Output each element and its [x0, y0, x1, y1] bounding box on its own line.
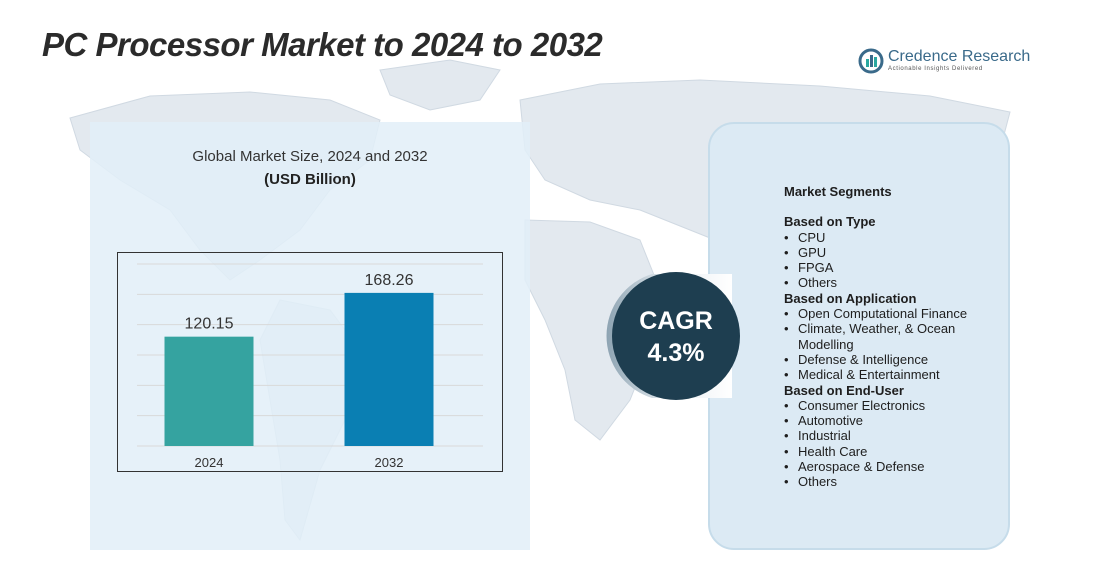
- segment-item: Medical & Entertainment: [784, 367, 1004, 383]
- segment-group-title: Based on Application: [784, 290, 917, 306]
- segment-group-title: Based on End-User: [784, 382, 904, 398]
- segment-item: CPU: [784, 230, 1004, 246]
- cagr-label: CAGR: [639, 307, 713, 335]
- bar-2032: [344, 292, 434, 446]
- segment-group-title: Based on Type: [784, 214, 876, 230]
- credence-research-logo: Credence Research Actionable Insights De…: [858, 46, 1031, 78]
- cagr-value: 4.3%: [648, 339, 705, 367]
- segment-item: Aerospace & Defense: [784, 459, 1004, 475]
- segment-list: Consumer ElectronicsAutomotiveIndustrial…: [784, 398, 1004, 490]
- segment-item: Defense & Intelligence: [784, 352, 1004, 368]
- x-tick-label: 2032: [375, 455, 404, 470]
- cagr-circle: [612, 272, 740, 400]
- market-size-panel: [90, 122, 530, 550]
- logo-icon: [858, 48, 884, 74]
- chart-subtitle: (USD Billion): [264, 171, 356, 188]
- segment-item: Open Computational Finance: [784, 306, 1004, 322]
- market-size-bar-chart: 120.15 2024 168.26 2032: [117, 252, 503, 472]
- segment-item: Health Care: [784, 444, 1004, 460]
- segments-heading: Market Segments: [784, 184, 892, 199]
- chart-frame: [117, 252, 503, 472]
- logo-name: Credence Research: [888, 48, 1031, 65]
- segment-list: CPUGPUFPGAOthers: [784, 230, 1004, 291]
- segment-item: Consumer Electronics: [784, 398, 1004, 414]
- page-title: PC Processor Market to 2024 to 2032: [42, 26, 603, 63]
- segment-item: Others: [784, 474, 1004, 490]
- chart-title: Global Market Size, 2024 and 2032: [192, 148, 428, 165]
- segment-list: Open Computational FinanceClimate, Weath…: [784, 306, 1004, 383]
- data-label: 120.15: [185, 316, 234, 333]
- data-label: 168.26: [365, 272, 414, 289]
- segment-item: Climate, Weather, & Ocean Modelling: [784, 321, 1004, 352]
- segment-item: Industrial: [784, 428, 1004, 444]
- segment-item: FPGA: [784, 260, 1004, 276]
- market-segments: Market Segments Based on TypeCPUGPUFPGAO…: [784, 184, 1004, 490]
- cagr-badge: CAGR 4.3%: [606, 272, 740, 400]
- bar-2024: [164, 336, 254, 446]
- segment-item: GPU: [784, 245, 1004, 261]
- segment-item: Automotive: [784, 413, 1004, 429]
- segment-item: Others: [784, 275, 1004, 291]
- x-tick-label: 2024: [195, 455, 224, 470]
- logo-tagline: Actionable Insights Delivered: [888, 66, 983, 72]
